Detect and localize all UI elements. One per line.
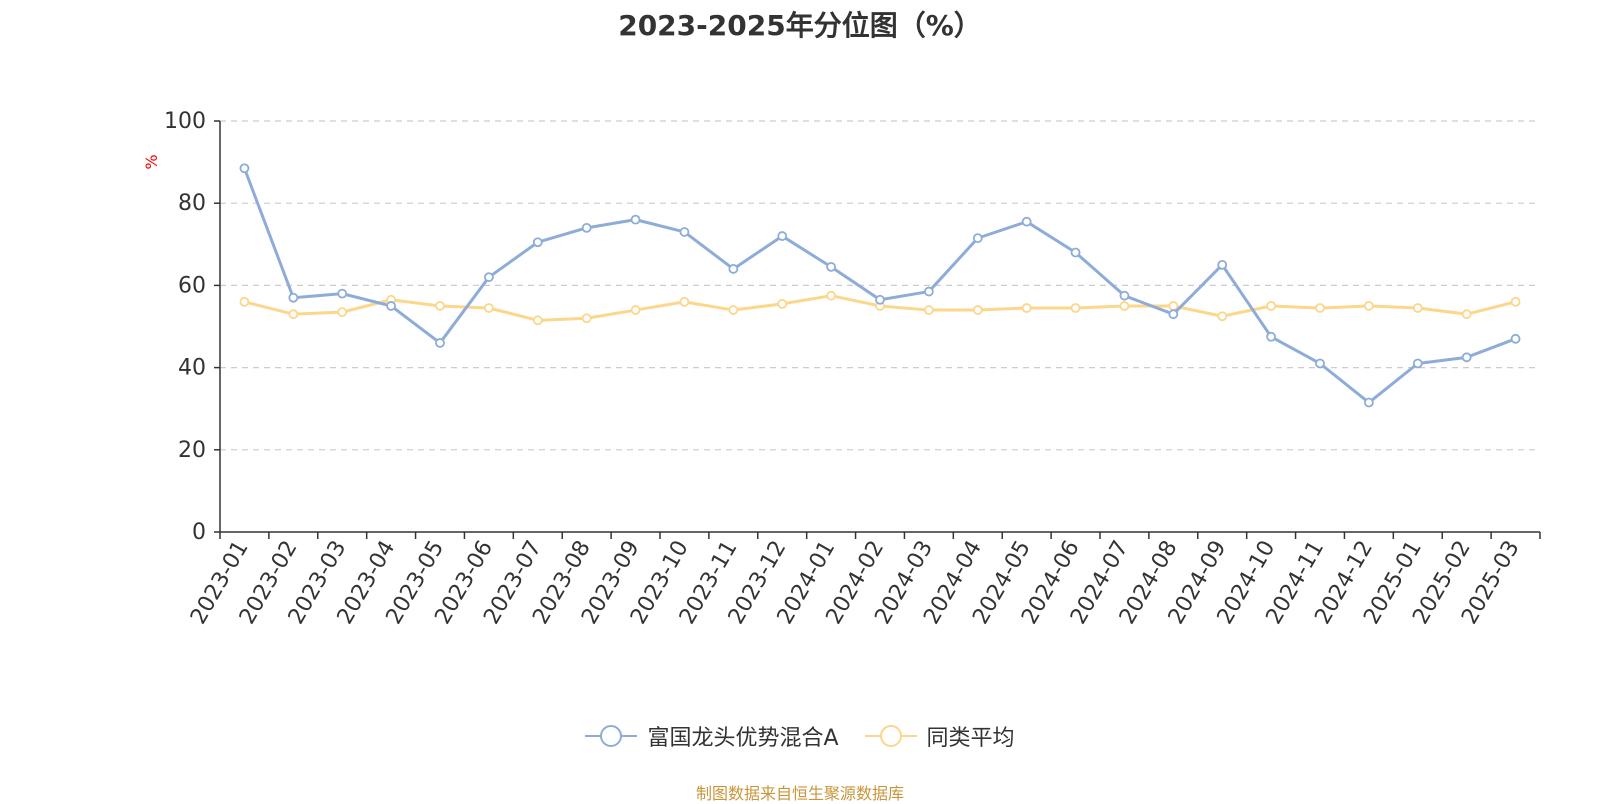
legend-label-fund: 富国龙头优势混合A [647,726,839,751]
legend-label-average: 同类平均 [926,726,1015,751]
data-point [1119,301,1130,311]
data-point [630,305,641,315]
data-point [728,305,739,315]
data-point [1412,303,1423,313]
data-point [1315,303,1325,313]
data-point [532,315,543,326]
data-point [1461,309,1472,320]
data-point [1510,333,1521,344]
data-point [1266,301,1277,311]
y-axis-label: % [142,154,161,169]
data-point [1217,311,1228,322]
data-point [826,262,837,272]
data-point [532,237,543,248]
data-point [1363,301,1374,311]
chart-title: 2023-2025年分位图（%） [618,9,982,42]
y-tick-label: 100 [164,109,206,134]
data-point [1168,301,1179,311]
data-point [581,313,592,324]
y-tick-label: 0 [192,520,206,545]
legend-line-circle-icon [864,725,917,747]
data-point [972,233,983,244]
data-point [630,214,641,225]
data-point [435,301,445,311]
data-point [1070,303,1081,313]
data-point [679,296,690,307]
axes: 0204060801002023-012023-022023-032023-04… [164,109,1541,629]
data-point [1315,358,1325,369]
data-point [1217,259,1228,270]
data-point [337,288,348,299]
data-point [1363,397,1374,408]
data-point [1168,309,1179,320]
y-tick-label: 60 [178,273,206,298]
data-point [337,307,348,318]
series-layer [239,163,1521,408]
data-point [239,296,250,307]
data-point [679,227,690,237]
data-point [581,222,592,233]
y-tick-label: 40 [178,356,206,381]
data-point [1021,303,1032,313]
grid-lines [220,120,1540,451]
data-point [875,294,885,305]
data-point [1510,296,1521,307]
data-point [826,290,837,301]
data-point [239,163,250,174]
data-point [288,292,299,303]
data-point [1412,358,1423,369]
data-point [972,305,983,315]
source-note: 制图数据来自恒生聚源数据库 [695,784,904,803]
data-point [288,309,299,320]
data-point [1266,331,1277,342]
data-point [1021,216,1032,227]
data-point [1461,352,1472,363]
data-point [923,286,934,297]
legend-item-average[interactable]: 同类平均 [864,720,1015,752]
y-tick-label: 80 [178,191,206,216]
legend-item-fund[interactable]: 富国龙头优势混合A [585,720,839,752]
data-point [777,298,788,309]
data-point [483,272,494,283]
data-point [386,301,397,311]
data-point [435,338,445,348]
legend: 富国龙头优势混合A 同类平均 [0,720,1600,752]
data-point [923,305,934,315]
y-tick-label: 20 [178,438,206,463]
data-point [777,231,788,241]
data-point [1119,290,1130,301]
data-point [483,303,494,313]
data-point [728,264,739,274]
legend-line-circle-icon [585,725,638,747]
data-point [1070,247,1081,258]
